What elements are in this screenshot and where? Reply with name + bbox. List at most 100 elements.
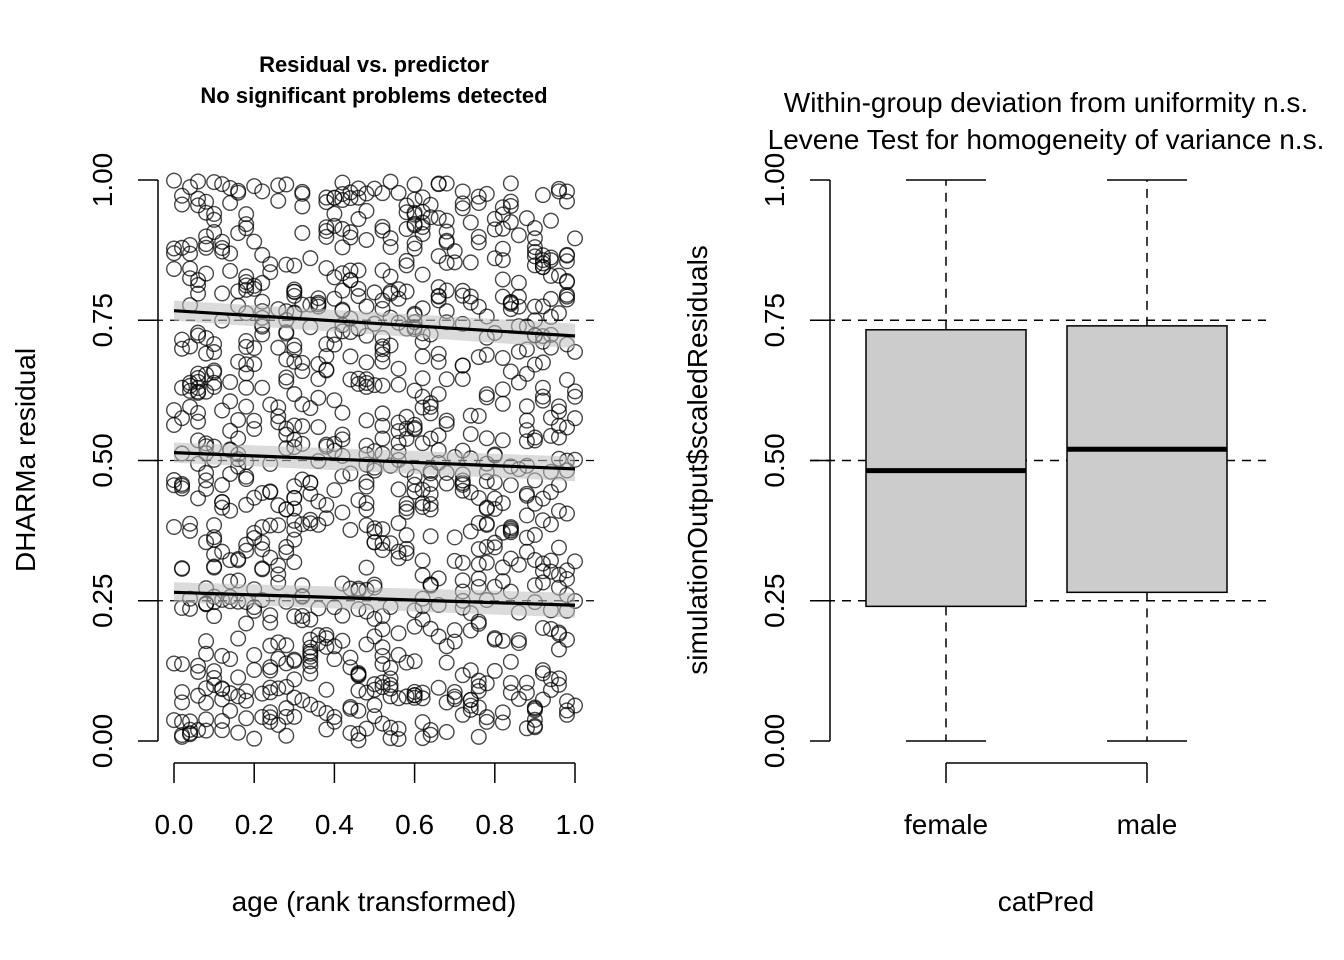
scatter-point xyxy=(542,290,559,307)
scatter-point xyxy=(270,634,287,651)
scatter-point xyxy=(334,632,351,649)
scatter-point xyxy=(422,398,439,415)
scatter-point xyxy=(518,507,535,524)
scatter-point xyxy=(567,230,584,247)
scatter-point xyxy=(262,517,279,534)
scatter-point xyxy=(558,371,575,388)
scatter-point xyxy=(558,419,575,436)
scatter-point xyxy=(222,195,239,212)
scatter-point xyxy=(526,577,543,594)
scatter-point xyxy=(318,336,335,353)
scatter-point xyxy=(550,566,567,583)
scatter-point xyxy=(230,430,247,447)
scatter-title: Residual vs. predictor xyxy=(259,52,489,77)
scatter-point xyxy=(502,294,519,311)
scatter-point xyxy=(438,724,455,741)
boxplot-y-label: simulationOutput$scaledResiduals xyxy=(682,245,713,675)
scatter-point xyxy=(182,245,199,262)
scatter-point xyxy=(198,711,215,728)
scatter-point xyxy=(470,728,487,745)
scatter-point xyxy=(374,185,391,202)
scatter-point xyxy=(286,521,303,538)
scatter-point xyxy=(494,252,511,269)
scatter-point xyxy=(510,556,527,573)
scatter-point xyxy=(502,197,519,214)
scatter-point xyxy=(502,477,519,494)
scatter-point xyxy=(454,706,471,723)
scatter-x-tick-label: 0.8 xyxy=(475,809,514,840)
scatter-point xyxy=(214,691,231,708)
scatter-point xyxy=(165,245,182,262)
scatter-point xyxy=(390,543,407,560)
scatter-point xyxy=(438,694,455,711)
scatter-point xyxy=(174,656,191,673)
scatter-point xyxy=(230,688,247,705)
scatter-point xyxy=(278,426,295,443)
scatter-point xyxy=(382,719,399,736)
scatter-point xyxy=(374,647,391,664)
scatter-point xyxy=(422,405,439,422)
scatter-point xyxy=(470,228,487,245)
scatter-point xyxy=(398,545,415,562)
scatter-point xyxy=(278,369,295,386)
scatter-point xyxy=(254,183,271,200)
scatter-point xyxy=(462,662,479,679)
quantile-line-0.75 xyxy=(173,309,576,338)
scatter-point xyxy=(326,290,343,307)
scatter-point xyxy=(350,682,367,699)
scatter-point xyxy=(414,266,431,283)
scatter-point xyxy=(286,671,303,688)
scatter-point xyxy=(262,549,279,566)
scatter-point xyxy=(174,379,191,396)
scatter-point xyxy=(286,608,303,625)
boxplot-y-tick-label: 0.50 xyxy=(759,433,790,488)
scatter-point xyxy=(422,620,439,637)
scatter-point xyxy=(390,281,407,298)
scatter-point xyxy=(190,173,207,190)
scatter-point xyxy=(165,402,182,419)
scatter-point xyxy=(165,240,182,257)
scatter-point xyxy=(318,219,335,236)
scatter-point xyxy=(438,223,455,240)
scatter-point xyxy=(510,635,527,652)
scatter-point xyxy=(286,478,303,495)
scatter-point xyxy=(470,188,487,205)
scatter-point xyxy=(438,254,455,271)
box-female xyxy=(865,329,1027,608)
scatter-point xyxy=(534,619,551,636)
scatter-point xyxy=(174,713,191,730)
scatter-point xyxy=(446,254,463,271)
scatter-point xyxy=(486,250,503,267)
scatter-point xyxy=(374,417,391,434)
scatter-point xyxy=(165,518,182,535)
scatter-point xyxy=(262,713,279,730)
scatter-point xyxy=(174,187,191,204)
scatter-point xyxy=(510,343,527,360)
scatter-point xyxy=(430,386,447,403)
scatter-point xyxy=(526,700,543,717)
scatter-point xyxy=(478,389,495,406)
scatter-point xyxy=(366,610,383,627)
scatter-point xyxy=(302,474,319,491)
scatter-point xyxy=(414,495,431,512)
scatter-point xyxy=(278,637,295,654)
scatter-point xyxy=(406,240,423,257)
scatter-point xyxy=(542,563,559,580)
scatter-point xyxy=(398,430,415,447)
scatter-point xyxy=(534,379,551,396)
scatter-point xyxy=(294,607,311,624)
scatter-point xyxy=(510,227,527,244)
scatter-point xyxy=(206,663,223,680)
scatter-point xyxy=(550,305,567,322)
scatter-point xyxy=(406,687,423,704)
scatter-point xyxy=(238,277,255,294)
scatter-point xyxy=(182,382,199,399)
scatter-point xyxy=(494,349,511,366)
scatter-point xyxy=(414,388,431,405)
scatter-point xyxy=(550,670,567,687)
scatter-point xyxy=(174,239,191,256)
scatter-x-label: age (rank transformed) xyxy=(232,886,517,917)
scatter-point xyxy=(382,670,399,687)
scatter-point xyxy=(350,492,367,509)
scatter-point xyxy=(326,392,343,409)
